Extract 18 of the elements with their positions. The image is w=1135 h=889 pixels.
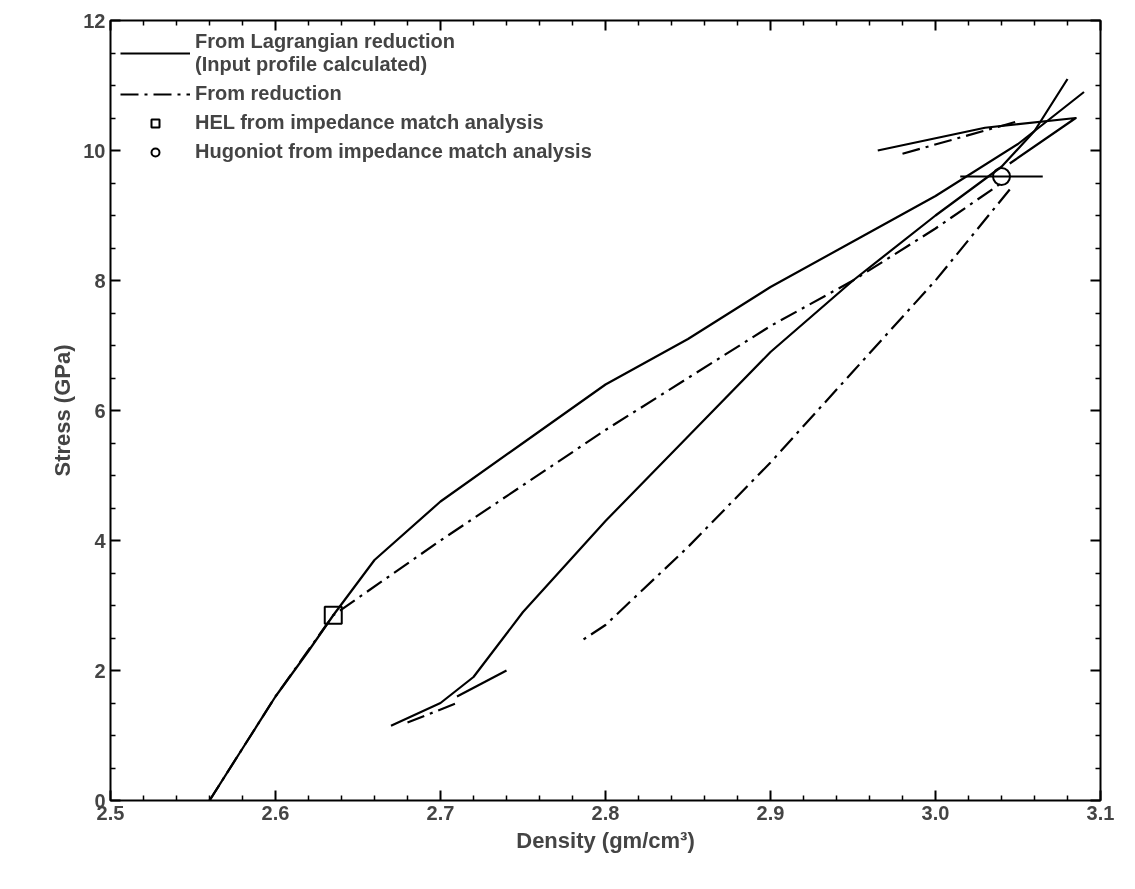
legend-label: From reduction [195, 82, 342, 105]
y-tick-label: 2 [94, 659, 106, 682]
x-tick-label: 3.0 [921, 801, 950, 824]
x-tick-label: 3.1 [1086, 801, 1115, 824]
y-tick-label: 10 [83, 139, 106, 162]
x-tick-label: 2.7 [426, 801, 455, 824]
legend-label: Hugoniot from impedance match analysis [195, 140, 592, 163]
x-tick-label: 2.8 [591, 801, 620, 824]
y-tick-label: 4 [94, 529, 107, 552]
y-tick-label: 8 [94, 269, 106, 292]
legend-label: HEL from impedance match analysis [195, 111, 544, 134]
y-tick-label: 12 [83, 9, 106, 32]
legend-label: From Lagrangian reduction (Input profile calculated) [195, 30, 456, 76]
x-tick-label: 2.6 [261, 801, 290, 824]
x-tick-label: 2.9 [756, 801, 785, 824]
y-axis-title: Stress (GPa) [50, 344, 76, 477]
y-tick-label: 6 [94, 399, 106, 422]
x-axis-title: Density (gm/cm³) [516, 827, 695, 853]
